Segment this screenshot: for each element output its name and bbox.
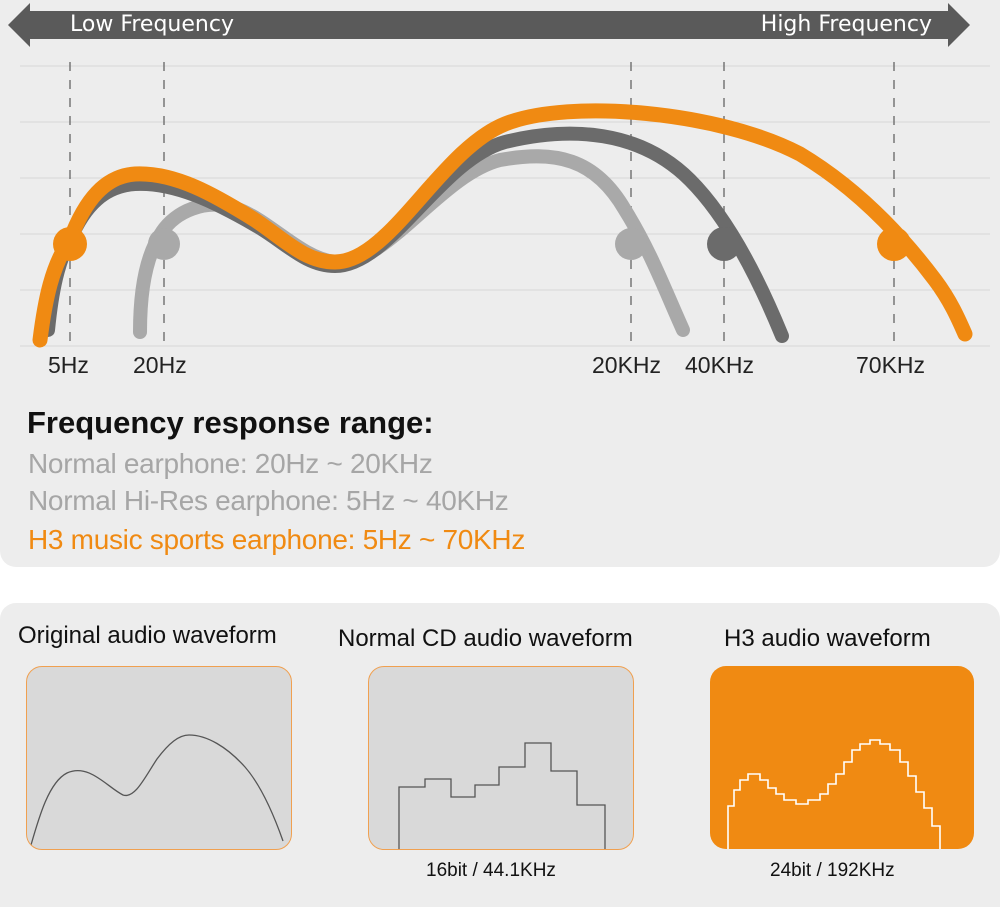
- freq-label-5hz: 5Hz: [48, 352, 89, 378]
- freq-label-40khz: 40KHz: [685, 352, 755, 378]
- h3-waveform-title: H3 audio waveform: [724, 625, 931, 652]
- frequency-response-panel: [0, 0, 1000, 567]
- h3-earphone-curve: [32, 103, 973, 348]
- spec-hires-earphone: Normal Hi-Res earphone: 5Hz ~ 40KHz: [28, 485, 509, 516]
- freq-label-20hz: 20Hz: [133, 352, 187, 378]
- marker-dot-20khz: [615, 228, 647, 260]
- h3-waveform-graphic: [727, 739, 941, 849]
- cd-waveform-caption: 16bit / 44.1KHz: [426, 860, 556, 881]
- high-frequency-label: High Frequency: [760, 12, 932, 37]
- marker-dot-40khz: [707, 227, 741, 261]
- frequency-marker-lines: [69, 62, 895, 346]
- cd-waveform-graphic: [398, 742, 606, 849]
- frequency-direction-arrow: [8, 3, 970, 47]
- original-waveform-box: [26, 666, 292, 850]
- marker-dot-70khz: [877, 227, 911, 261]
- grid-lines: [20, 65, 990, 347]
- frequency-response-graphic: [8, 3, 990, 348]
- cd-waveform-title: Normal CD audio waveform: [338, 625, 633, 652]
- marker-dot-5hz: [53, 227, 87, 261]
- freq-label-20khz: 20KHz: [592, 352, 662, 378]
- h3-waveform-caption: 24bit / 192KHz: [770, 860, 895, 881]
- original-waveform-title: Original audio waveform: [18, 622, 277, 649]
- freq-label-70khz: 70KHz: [856, 352, 926, 378]
- h3-waveform-box: [710, 666, 974, 849]
- cd-waveform-box: [368, 666, 634, 850]
- normal-earphone-curve: [133, 149, 690, 339]
- spec-h3-earphone: H3 music sports earphone: 5Hz ~ 70KHz: [28, 524, 526, 555]
- frequency-range-heading: Frequency response range:: [27, 405, 434, 440]
- original-waveform-graphic: [30, 734, 284, 846]
- marker-dot-20hz: [148, 228, 180, 260]
- low-frequency-label: Low Frequency: [70, 12, 234, 37]
- spec-normal-earphone: Normal earphone: 20Hz ~ 20KHz: [28, 448, 433, 479]
